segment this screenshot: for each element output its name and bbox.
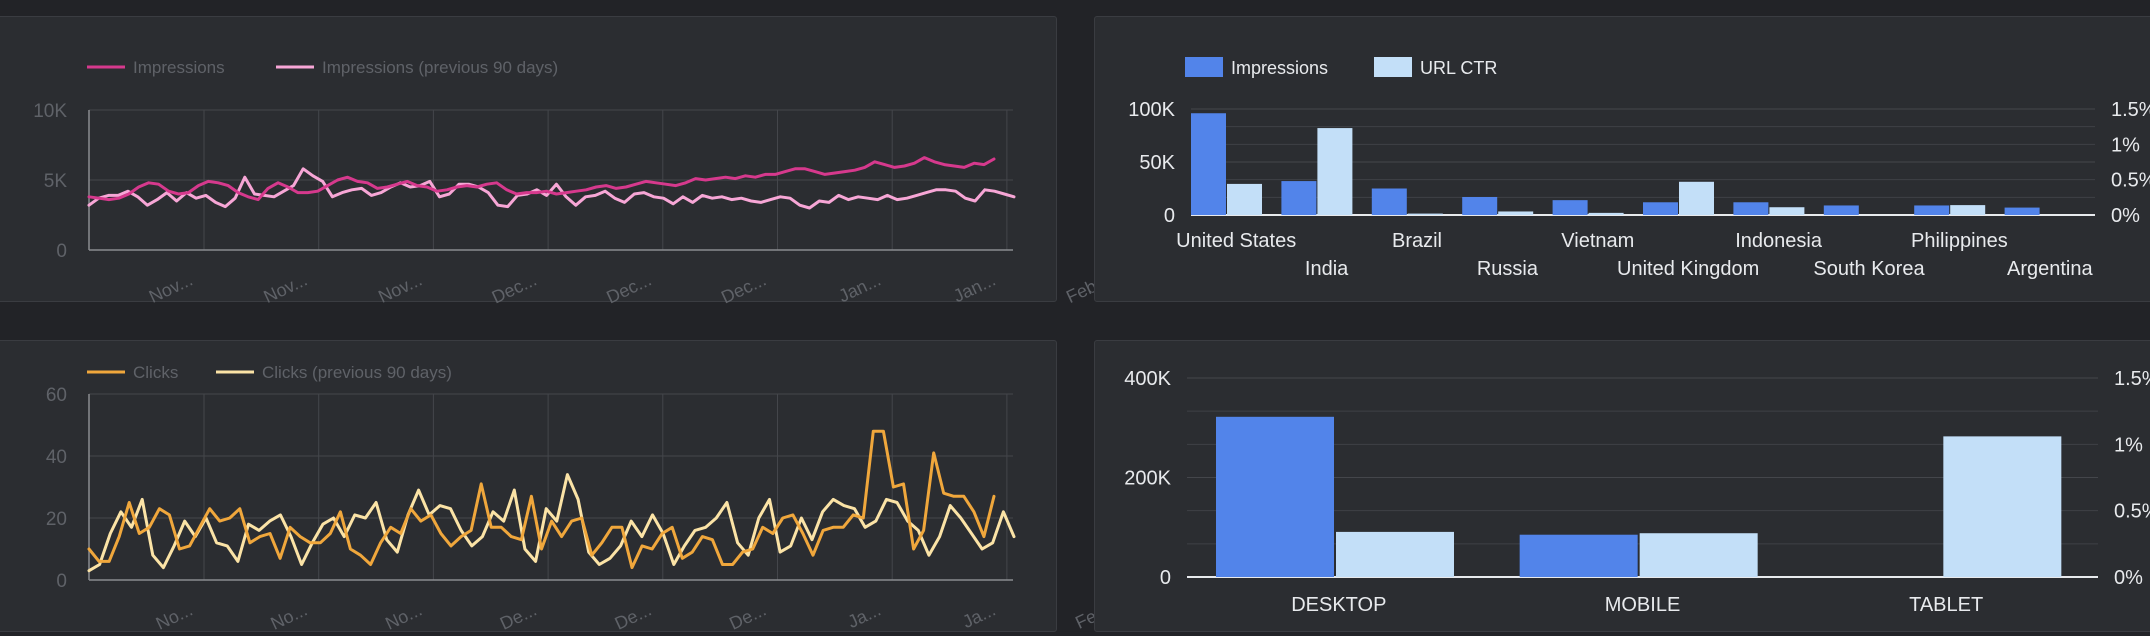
x-tick-label: No... [153,599,196,633]
x-tick-label: De... [612,599,655,633]
bar-url-ctr [1639,533,1758,577]
country-bar-chart: Impressions URL CTR 0 50K 100K 0% 0.5% 1% 1.5% Un… [1128,57,2150,280]
legend-label: Clicks (previous 90 days) [262,363,452,382]
clicks-line-chart: Clicks Clicks (previous 90 days) 0 20 40 60 No… [46,363,1123,634]
category-label: United Kingdom [1617,258,1759,280]
impressions-chart-panel: Impressions Impressions (previous 90 days… [0,16,1123,307]
y-tick-label: 40 [46,447,67,468]
category-label: TABLET [1909,594,1983,616]
y-tick-label: 10K [33,101,67,122]
x-tick-label: Dec... [603,269,654,307]
bar-url-ctr [1769,207,1805,215]
x-tick-label: Dec... [718,269,769,307]
impressions-line-chart: Impressions Impressions (previous 90 days… [33,58,1123,307]
category-label: MOBILE [1605,594,1681,616]
bar-url-ctr [1407,213,1443,215]
y-tick-label-right: 1.5% [2111,99,2150,121]
bar-impressions [2004,207,2040,215]
series-line [87,429,996,570]
y-tick-label-right: 0% [2111,205,2140,227]
bar-impressions [1552,200,1588,215]
legend-label: Clicks [133,363,178,382]
legend-swatch [1185,57,1223,77]
y-tick-label-left: 200K [1124,468,1171,490]
bar-impressions [1519,534,1638,577]
y-tick-label-right: 0.5% [2114,501,2150,523]
y-tick-label: 60 [46,385,67,406]
category-label: Indonesia [1735,230,1823,252]
y-tick-label-left: 400K [1124,368,1171,390]
bar-url-ctr [1679,181,1714,215]
bar-url-ctr [1950,205,1986,215]
x-tick-label: De... [726,599,769,633]
category-label: United States [1176,230,1296,252]
bar-url-ctr [1943,436,2062,577]
x-tick-label: Nov... [375,269,425,306]
bar-impressions [1371,188,1407,215]
bar-url-ctr [1336,531,1454,577]
device-bar-chart: 0 200K 400K 0% 0.5% 1% 1.5% DESKTOP MOBILE TABLET [1124,368,2150,616]
x-tick-label: Ja... [845,599,884,632]
y-tick-label-left: 0 [1160,567,1171,589]
y-tick-label-right: 0.5% [2111,170,2150,192]
x-tick-label: Ja... [959,599,998,632]
x-tick-label: No... [382,599,425,633]
device-chart-panel: 0 200K 400K 0% 0.5% 1% 1.5% DESKTOP MOBILE TABLET [1094,340,2150,632]
legend-label: URL CTR [1420,58,1497,78]
x-tick-label: Jan... [836,269,884,306]
y-tick-label-left: 100K [1128,99,1175,121]
bar-impressions [1823,205,1859,215]
clicks-chart-panel: Clicks Clicks (previous 90 days) 0 20 40 60 No… [0,340,1123,634]
bar-impressions [1643,202,1678,215]
category-label: Vietnam [1561,230,1634,252]
bar-impressions [1462,196,1498,215]
legend-label: Impressions [1231,58,1328,78]
y-tick-label-right: 0% [2114,567,2143,589]
y-tick-label-right: 1% [2111,134,2140,156]
category-label: South Korea [1813,258,1925,280]
category-label: Philippines [1911,230,2008,252]
category-label: India [1305,258,1349,280]
y-tick-label-right: 1.5% [2114,368,2150,390]
category-label: Argentina [2007,258,2093,280]
x-tick-label: Nov... [146,269,196,306]
y-tick-label: 0 [56,571,67,592]
bar-impressions [1191,113,1226,215]
country-chart-panel: Impressions URL CTR 0 50K 100K 0% 0.5% 1% 1.5% Un… [1094,16,2150,302]
bar-impressions [1281,181,1317,215]
x-tick-label: Dec... [489,269,540,307]
y-tick-label: 5K [44,171,68,192]
bar-url-ctr [1227,183,1262,215]
bar-impressions [1914,205,1950,215]
x-tick-label: Jan... [950,269,998,306]
category-label: Russia [1477,258,1539,280]
x-tick-label: De... [497,599,540,633]
legend-label: Impressions (previous 90 days) [322,58,558,77]
series-line [87,167,1016,210]
bar-impressions [1216,416,1334,577]
category-label: DESKTOP [1291,594,1386,616]
legend-swatch [1374,57,1412,77]
bar-url-ctr [1498,211,1534,215]
bar-url-ctr [1317,128,1353,215]
bar-url-ctr [1588,212,1624,215]
y-tick-label-right: 1% [2114,434,2143,456]
series-line [87,156,996,202]
y-tick-label-left: 0 [1164,205,1175,227]
x-tick-label: No... [267,599,310,633]
y-tick-label: 0 [56,241,67,262]
legend-label: Impressions [133,58,225,77]
y-tick-label: 20 [46,509,67,530]
category-label: Brazil [1392,230,1442,252]
x-tick-label: Nov... [261,269,311,306]
bar-impressions [1733,202,1769,215]
y-tick-label-left: 50K [1139,152,1175,174]
